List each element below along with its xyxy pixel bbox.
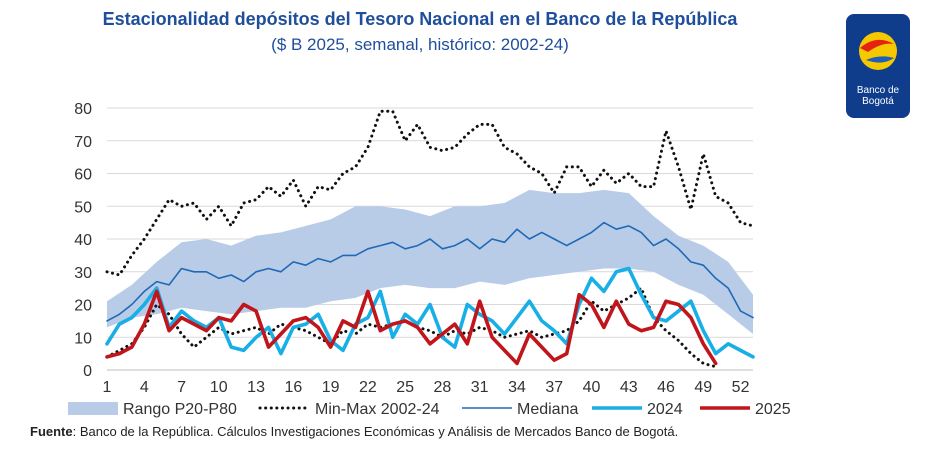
legend-label-2025: 2025 [755, 401, 791, 418]
logo-text: Banco de Bogotá [856, 85, 900, 107]
y-tick-label: 30 [74, 265, 92, 282]
x-tick-label: 46 [657, 379, 675, 396]
y-tick-label: 20 [74, 298, 92, 315]
x-tick-label: 10 [210, 379, 228, 396]
x-tick-label: 43 [620, 379, 638, 396]
x-tick-label: 25 [396, 379, 414, 396]
chart-title: Estacionalidad depósitos del Tesoro Naci… [102, 9, 738, 29]
x-tick-label: 13 [247, 379, 265, 396]
x-tick-label: 28 [434, 379, 452, 396]
x-axis-ticks: 1 4 7 10 13 16 19 22 25 28 31 34 37 40 43 46 49 52 [103, 379, 750, 396]
legend-label-rango-p20-p80: Rango P20-P80 [123, 401, 237, 418]
x-tick-label: 19 [322, 379, 340, 396]
x-tick-label: 31 [471, 379, 489, 396]
y-tick-label: 40 [74, 232, 92, 249]
x-tick-label: 49 [694, 379, 712, 396]
y-tick-label: 10 [74, 330, 92, 347]
y-tick-label: 80 [74, 101, 92, 118]
legend-label-min-max-2002-24: Min-Max 2002-24 [315, 401, 440, 418]
chart-subtitle: ($ B 2025, semanal, histórico: 2002-24) [271, 35, 569, 54]
series-lines [105, 109, 755, 369]
y-axis-ticks: 0 10 20 30 40 50 60 70 80 [74, 101, 92, 380]
source-note: Fuente: Banco de la República. Cálculos … [30, 424, 678, 439]
source-label: Fuente [30, 424, 73, 439]
x-tick-label: 40 [583, 379, 601, 396]
x-tick-label: 22 [359, 379, 377, 396]
x-tick-label: 34 [508, 379, 526, 396]
series-band [107, 189, 753, 334]
y-tick-label: 0 [83, 363, 92, 380]
x-tick-label: 7 [177, 379, 186, 396]
legend: Rango P20-P80 Min-Max 2002-24 Mediana 2024 2… [68, 401, 791, 418]
legend-label-mediana: Mediana [517, 401, 578, 418]
source-text: : Banco de la República. Cálculos Invest… [72, 424, 679, 439]
bank-logo: Banco de Bogotá [846, 14, 910, 118]
x-tick-label: 52 [732, 379, 750, 396]
y-tick-label: 70 [74, 134, 92, 151]
series-line-2025 [105, 289, 718, 366]
legend-label-2024: 2024 [647, 401, 683, 418]
y-tick-label: 50 [74, 199, 92, 216]
x-tick-label: 16 [284, 379, 302, 396]
x-tick-label: 4 [140, 379, 149, 396]
legend-swatch-band [68, 402, 118, 415]
logo-emblem-icon [859, 32, 897, 70]
series-max-line [105, 109, 755, 277]
x-tick-label: 37 [545, 379, 563, 396]
chart-area: 0 10 20 30 40 50 60 70 80 1 4 7 10 13 16 19 22 25 28 31 34 3… [68, 101, 791, 418]
series-line-mediana [106, 221, 754, 322]
band-p20-p80 [107, 189, 753, 334]
x-tick-label: 1 [103, 379, 112, 396]
y-tick-label: 60 [74, 167, 92, 184]
